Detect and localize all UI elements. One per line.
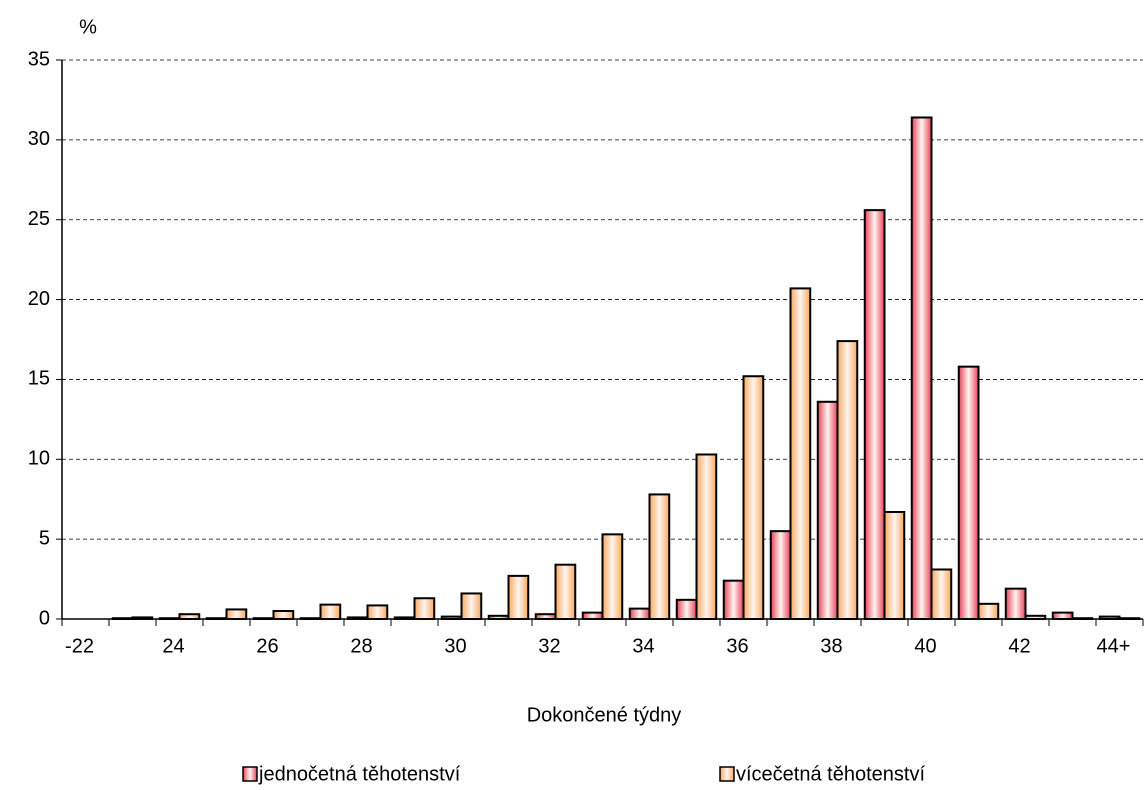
bar xyxy=(769,530,792,621)
x-tick-label: 44+ xyxy=(1097,635,1131,657)
y-tick-label: 35 xyxy=(28,48,50,70)
bar xyxy=(507,574,530,620)
bar xyxy=(225,608,248,620)
bar xyxy=(460,592,483,621)
y-tick-label: 15 xyxy=(28,368,50,390)
bar xyxy=(628,607,651,621)
x-tick-label: 34 xyxy=(632,635,654,657)
legend-label: vícečetná těhotenství xyxy=(736,763,925,785)
x-tick-label: 36 xyxy=(726,635,748,657)
bar xyxy=(695,453,718,620)
bar xyxy=(1051,611,1074,621)
y-tick-label: 25 xyxy=(28,208,50,230)
legend-swatch xyxy=(719,766,735,782)
bar xyxy=(722,579,745,621)
bar xyxy=(863,209,886,620)
bar xyxy=(789,287,812,620)
bar xyxy=(1004,587,1027,621)
x-tick-label: 32 xyxy=(538,635,560,657)
x-tick-label: 40 xyxy=(914,635,936,657)
bar xyxy=(977,602,1000,621)
x-tick-label: 24 xyxy=(162,635,184,657)
x-tick-label: 30 xyxy=(444,635,466,657)
y-tick-label: 20 xyxy=(28,288,50,310)
bar xyxy=(413,597,436,620)
x-tick-label: 26 xyxy=(256,635,278,657)
y-tick-label: 0 xyxy=(39,607,50,629)
x-tick-label: -22 xyxy=(65,635,94,657)
bar xyxy=(836,340,859,620)
y-tick-label: 5 xyxy=(39,527,50,549)
bar xyxy=(319,603,342,621)
bar xyxy=(366,604,389,620)
y-tick-label: 30 xyxy=(28,128,50,150)
legend-label: jednočetná těhotenství xyxy=(258,763,461,785)
bar xyxy=(581,611,604,621)
bar xyxy=(930,568,953,621)
bar xyxy=(675,598,698,621)
x-tick-label: 42 xyxy=(1008,635,1030,657)
bar xyxy=(957,365,980,620)
y-tick-label: 10 xyxy=(28,448,50,470)
x-axis-title: Dokončené týdny xyxy=(527,704,682,726)
y-axis-title: % xyxy=(79,16,97,38)
bar xyxy=(601,533,624,621)
bar xyxy=(816,400,839,620)
x-tick-label: 38 xyxy=(820,635,842,657)
bar xyxy=(272,610,295,620)
x-tick-label: 28 xyxy=(350,635,372,657)
bar xyxy=(742,375,765,620)
bar xyxy=(883,510,906,620)
bar xyxy=(910,116,933,621)
bar xyxy=(648,493,671,620)
legend-swatch xyxy=(242,766,258,782)
bar xyxy=(554,563,577,620)
